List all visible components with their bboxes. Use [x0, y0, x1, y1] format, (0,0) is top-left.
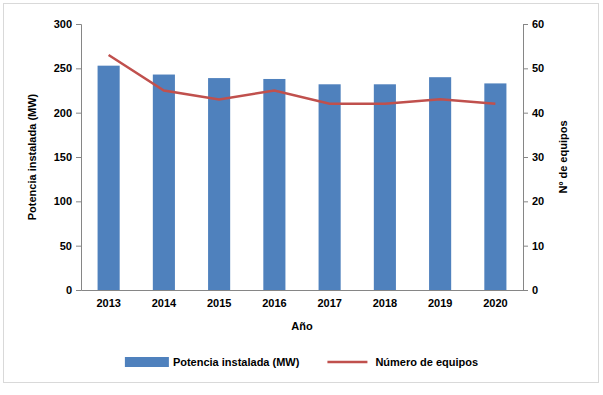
tick: 250 [54, 62, 81, 74]
bar [263, 79, 285, 290]
tick-label: 250 [54, 62, 72, 74]
legend-item: Número de equipos [327, 356, 478, 368]
tick-label: 2017 [317, 297, 341, 309]
tick-label: 2015 [207, 297, 231, 309]
tick: 30 [523, 151, 544, 163]
tick-label: 40 [532, 107, 544, 119]
axis-line [76, 25, 82, 291]
legend-item: Potencia instalada (MW) [125, 356, 300, 368]
tick-label: 2013 [96, 297, 120, 309]
tick: 10 [523, 240, 544, 252]
bar [153, 75, 175, 290]
line [109, 55, 496, 104]
tick-mark [76, 201, 81, 202]
legend-key [125, 357, 169, 367]
tick: 20 [523, 195, 544, 207]
tick: 2015 [207, 290, 231, 309]
tick: 2013 [96, 290, 120, 309]
tick: 0 [523, 284, 538, 296]
tick-label: 60 [532, 18, 544, 30]
chart-border [4, 4, 599, 383]
bar [98, 66, 120, 290]
tick-mark [523, 201, 528, 202]
axis-line [82, 290, 524, 291]
tick-mark [76, 24, 81, 25]
legend-label: Potencia instalada (MW) [173, 356, 300, 368]
tick: 2020 [483, 290, 507, 309]
tick: 2018 [373, 290, 397, 309]
x-axis-title: Año [291, 320, 313, 332]
tick-mark [76, 113, 81, 114]
y-axis-title: Potencia instalada (MW) [26, 93, 38, 220]
bar [374, 84, 396, 290]
tick: 60 [523, 18, 544, 30]
bar [208, 78, 230, 290]
tick-label: 2016 [262, 297, 286, 309]
tick-label: 50 [532, 62, 544, 74]
tick: 0 [66, 284, 81, 296]
tick-label: 30 [532, 151, 544, 163]
tick-label: 0 [532, 284, 538, 296]
tick-label: 200 [54, 107, 72, 119]
tick: 150 [54, 151, 81, 163]
tick: 2014 [152, 290, 177, 309]
tick-mark [76, 157, 81, 158]
tick-label: 2020 [483, 297, 507, 309]
tick-label: 2019 [428, 297, 452, 309]
legend-key [327, 361, 367, 364]
tick-label: 100 [54, 195, 72, 207]
y2-axis: 0 10 20 30 40 50 60 [523, 18, 544, 296]
legend-label: Número de equipos [375, 356, 478, 368]
tick-label: 50 [60, 240, 72, 252]
chart: 0501001502002503000102030405060201320142… [0, 0, 603, 395]
tick: 2016 [262, 290, 286, 309]
tick-label: 300 [54, 18, 72, 30]
legend: Potencia instalada (MW) Número de equipos [125, 356, 478, 368]
tick-label: 10 [532, 240, 544, 252]
tick-label: 20 [532, 195, 544, 207]
tick-mark [76, 246, 81, 247]
tick: 200 [54, 107, 81, 119]
y2-axis-title: Nº de equipos [557, 120, 569, 193]
tick-mark [76, 290, 81, 291]
tick-mark [523, 157, 528, 158]
axis-line [524, 25, 529, 291]
tick-mark [523, 246, 528, 247]
tick-label: 0 [66, 284, 72, 296]
tick-mark [523, 290, 528, 291]
bar [484, 83, 506, 290]
tick-label: 2014 [152, 297, 177, 309]
tick-mark [523, 113, 528, 114]
x-axis: 2013 2014 2015 2016 2017 2018 2019 2020 [82, 290, 524, 309]
tick-mark [523, 24, 528, 25]
tick-label: 2018 [373, 297, 397, 309]
tick: 40 [523, 107, 544, 119]
tick: 50 [523, 62, 544, 74]
tick: 2019 [428, 290, 452, 309]
bar [319, 84, 341, 290]
tick-mark [523, 68, 528, 69]
bar [429, 77, 451, 290]
tick: 2017 [317, 290, 341, 309]
tick: 300 [54, 18, 81, 30]
tick: 100 [54, 195, 81, 207]
tick-label: 150 [54, 151, 72, 163]
plot-area [98, 55, 507, 290]
tick-mark [76, 68, 81, 69]
y-axis: 0 50 100 150 200 250 300 [54, 18, 82, 296]
tick: 50 [60, 240, 81, 252]
